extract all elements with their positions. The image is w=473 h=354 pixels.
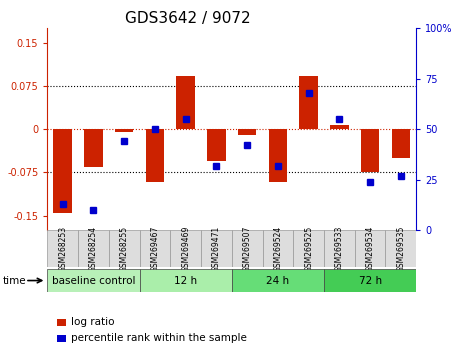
- Text: GDS3642 / 9072: GDS3642 / 9072: [125, 11, 250, 25]
- Bar: [385, 230, 416, 267]
- Bar: [47, 230, 78, 267]
- Text: GSM269525: GSM269525: [304, 225, 313, 272]
- Bar: [201, 230, 232, 267]
- Text: GSM268254: GSM268254: [89, 225, 98, 272]
- Bar: [140, 230, 170, 267]
- Bar: [263, 230, 293, 267]
- Bar: [392, 129, 410, 158]
- Bar: [293, 230, 324, 267]
- Text: GSM268255: GSM268255: [120, 225, 129, 272]
- Text: percentile rank within the sample: percentile rank within the sample: [71, 333, 247, 343]
- Bar: [269, 129, 287, 182]
- Text: 12 h: 12 h: [174, 275, 197, 286]
- Bar: [324, 269, 416, 292]
- Text: 24 h: 24 h: [266, 275, 289, 286]
- Text: baseline control: baseline control: [52, 275, 135, 286]
- Text: GSM269524: GSM269524: [273, 225, 282, 272]
- Bar: [355, 230, 385, 267]
- Text: 72 h: 72 h: [359, 275, 382, 286]
- Text: GSM269535: GSM269535: [396, 225, 405, 272]
- Bar: [232, 269, 324, 292]
- Text: GSM269507: GSM269507: [243, 225, 252, 272]
- Bar: [146, 129, 164, 182]
- Text: GSM268253: GSM268253: [58, 225, 67, 272]
- Bar: [207, 129, 226, 161]
- Bar: [232, 230, 263, 267]
- Bar: [238, 129, 256, 135]
- Bar: [176, 76, 195, 129]
- Text: log ratio: log ratio: [71, 318, 114, 327]
- Bar: [299, 76, 318, 129]
- Bar: [78, 230, 109, 267]
- Bar: [53, 129, 72, 213]
- Bar: [330, 125, 349, 129]
- Bar: [140, 269, 232, 292]
- Bar: [47, 269, 140, 292]
- Text: GSM269534: GSM269534: [366, 225, 375, 272]
- Bar: [109, 230, 140, 267]
- Text: GSM269471: GSM269471: [212, 225, 221, 272]
- Bar: [361, 129, 379, 172]
- Text: GSM269533: GSM269533: [335, 225, 344, 272]
- Bar: [170, 230, 201, 267]
- Text: GSM269469: GSM269469: [181, 225, 190, 272]
- Bar: [115, 129, 133, 132]
- Text: GSM269467: GSM269467: [150, 225, 159, 272]
- Text: time: time: [2, 275, 26, 286]
- Bar: [84, 129, 103, 167]
- Bar: [324, 230, 355, 267]
